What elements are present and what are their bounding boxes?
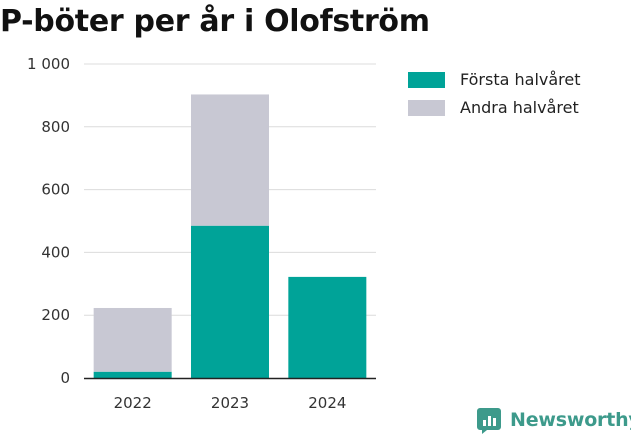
axes: 0 200 400 600 800 1 000 2022 2023 2024 <box>27 55 376 412</box>
bar-segment <box>93 307 172 372</box>
bar-segment <box>93 371 172 378</box>
legend-swatch <box>408 72 445 88</box>
y-tick-label: 200 <box>41 306 70 324</box>
legend: Första halvåret Andra halvåret <box>408 70 581 117</box>
x-tick-label: 2024 <box>308 394 346 412</box>
brand-name: Newsworthy <box>510 409 631 431</box>
bars <box>93 94 367 378</box>
newsworthy-logo: Newsworthy <box>475 406 631 434</box>
chart-title: P-böter per år i Olofström <box>0 4 430 39</box>
legend-swatch <box>408 100 445 116</box>
legend-label: Andra halvåret <box>460 98 579 117</box>
x-tick-label: 2023 <box>211 394 249 412</box>
y-tick-label: 400 <box>41 243 70 261</box>
bar-segment <box>191 94 269 226</box>
bar-segment <box>191 225 269 378</box>
y-tick-label: 0 <box>60 369 70 387</box>
legend-label: Första halvåret <box>460 70 581 89</box>
y-tick-label: 800 <box>41 118 70 136</box>
y-tick-label: 600 <box>41 181 70 199</box>
y-tick-label: 1 000 <box>27 55 70 73</box>
bar-segment <box>288 276 367 378</box>
newsworthy-logo-icon <box>477 408 501 434</box>
x-tick-label: 2022 <box>114 394 152 412</box>
